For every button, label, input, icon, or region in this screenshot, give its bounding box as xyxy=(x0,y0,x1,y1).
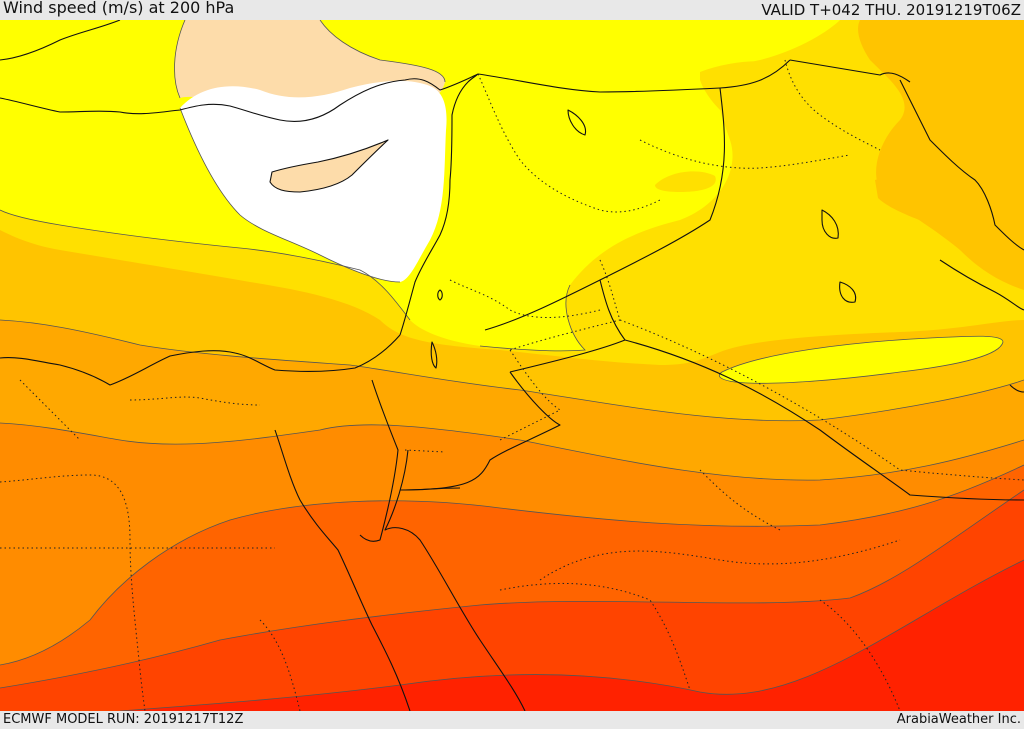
valid-time-label: VALID T+042 THU. 20191219T06Z xyxy=(761,1,1021,19)
coastlines xyxy=(0,20,1024,711)
band-amber-ne2 xyxy=(875,177,1024,260)
header-bar: Wind speed (m/s) at 200 hPa VALID T+042 … xyxy=(0,0,1024,20)
credit-label: ArabiaWeather Inc. xyxy=(896,712,1021,727)
band-gold-patch2 xyxy=(655,171,716,192)
country-borders xyxy=(0,59,1024,711)
solid-borders xyxy=(399,59,1024,501)
model-run-label: ECMWF MODEL RUN: 20191217T12Z xyxy=(3,712,244,727)
map-title: Wind speed (m/s) at 200 hPa xyxy=(3,0,235,17)
footer-bar: ECMWF MODEL RUN: 20191217T12Z ArabiaWeat… xyxy=(0,711,1024,729)
band-amber-ne xyxy=(858,20,1024,290)
band-yellow-east xyxy=(719,336,1003,384)
wind-speed-map[interactable] xyxy=(0,20,1024,711)
